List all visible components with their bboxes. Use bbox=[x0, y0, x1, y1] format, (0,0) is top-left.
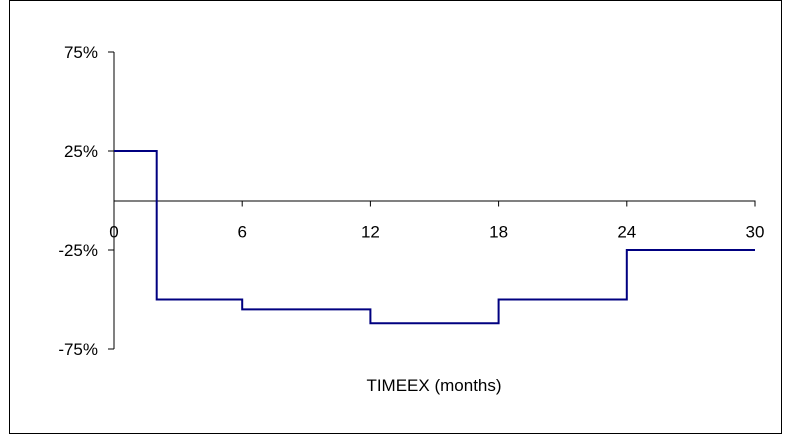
x-tick-label: 6 bbox=[237, 223, 246, 242]
y-tick-label: 75% bbox=[64, 43, 98, 62]
x-tick-label: 24 bbox=[617, 223, 636, 242]
x-tick-label: 18 bbox=[489, 223, 508, 242]
x-axis-title: TIMEEX (months) bbox=[366, 376, 501, 395]
y-tick-label: 25% bbox=[64, 142, 98, 161]
y-axis-ticks: 75% 25% -25% -75% bbox=[58, 43, 114, 359]
y-tick-label: -25% bbox=[58, 241, 98, 260]
x-tick-label: 0 bbox=[109, 223, 118, 242]
series-layer bbox=[114, 150, 755, 325]
x-axis-ticks: 0 6 12 18 24 30 bbox=[109, 200, 765, 242]
y-tick-label: -75% bbox=[58, 340, 98, 359]
x-tick-label: 30 bbox=[746, 223, 765, 242]
series-line bbox=[114, 150, 755, 325]
chart-frame bbox=[9, 0, 782, 434]
x-tick-label: 12 bbox=[361, 223, 380, 242]
